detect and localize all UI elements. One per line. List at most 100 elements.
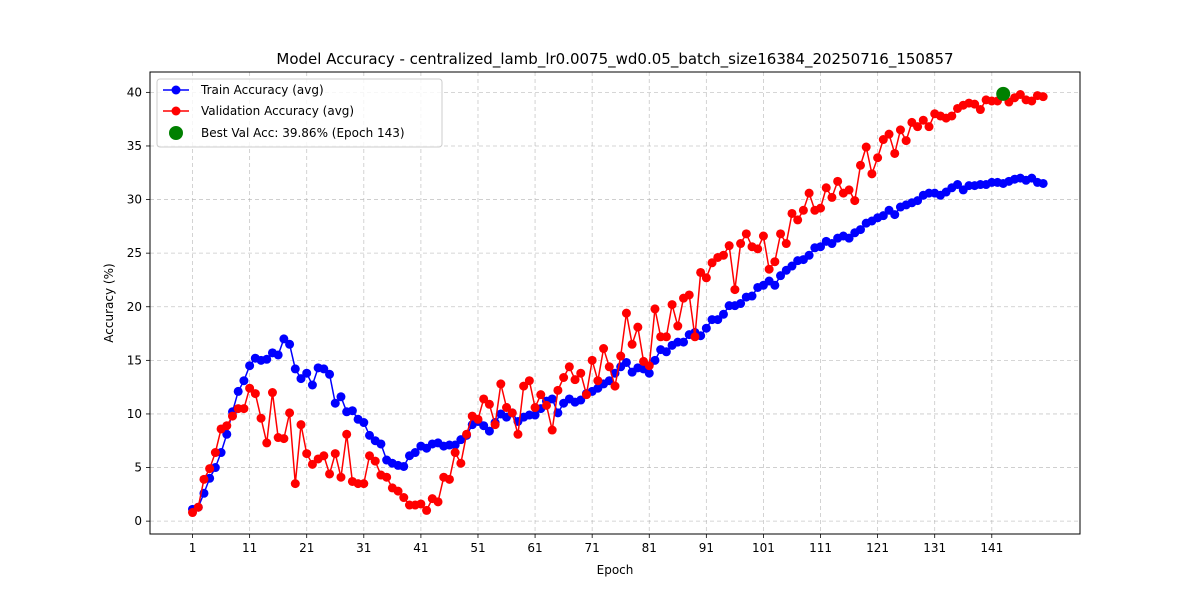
validation-point (850, 196, 860, 206)
validation-point (587, 355, 597, 365)
validation-point (553, 385, 563, 395)
validation-point (667, 300, 677, 310)
validation-point (319, 451, 329, 461)
validation-point (530, 403, 540, 413)
validation-point (330, 449, 340, 459)
x-tick-label: 81 (642, 541, 657, 555)
validation-point (524, 376, 534, 386)
train-point (399, 461, 409, 471)
validation-point (781, 239, 791, 249)
validation-point (599, 344, 609, 354)
validation-point (456, 458, 466, 468)
plot-frame (149, 71, 1081, 535)
validation-point (479, 394, 489, 404)
train-point (290, 364, 300, 374)
validation-point (581, 390, 591, 400)
train-point (747, 291, 757, 301)
validation-point (918, 115, 928, 125)
train-point (816, 242, 826, 252)
train-point (285, 339, 295, 349)
validation-point (564, 362, 574, 372)
train-point (718, 309, 728, 319)
train-point (222, 429, 232, 439)
train-point (844, 233, 854, 243)
validation-point (290, 479, 300, 489)
validation-point (970, 99, 980, 109)
validation-point (604, 362, 614, 372)
validation-point (730, 285, 740, 295)
validation-point (422, 505, 432, 515)
train-point (450, 440, 460, 450)
validation-point (701, 273, 711, 283)
train-point (701, 323, 711, 333)
legend-val-marker (171, 106, 181, 116)
legend-train-label: Train Accuracy (avg) (200, 83, 324, 97)
train-point (307, 380, 317, 390)
validation-point (758, 231, 768, 241)
validation-point (707, 258, 717, 268)
train-point (547, 394, 557, 404)
y-tick-label: 5 (134, 461, 142, 475)
train-point (621, 357, 631, 367)
x-tick-label: 21 (299, 541, 314, 555)
validation-point (433, 497, 443, 507)
validation-point (787, 208, 797, 218)
train-point (330, 398, 340, 408)
validation-point (450, 448, 460, 458)
validation-point (901, 136, 911, 146)
train-point (604, 376, 614, 386)
validation-point (593, 376, 603, 386)
y-axis-title: Accuracy (%) (102, 263, 116, 342)
validation-point (188, 508, 198, 518)
train-point (239, 376, 249, 386)
train-point (336, 392, 346, 402)
validation-point (1038, 92, 1048, 102)
train-point (233, 386, 243, 396)
validation-point (285, 408, 295, 418)
train-point (262, 354, 272, 364)
train-point (878, 211, 888, 221)
validation-point (570, 375, 580, 385)
x-tick-label: 121 (866, 541, 889, 555)
x-tick-label: 31 (356, 541, 371, 555)
validation-point (496, 379, 506, 389)
validation-point (753, 244, 763, 254)
validation-point (279, 434, 289, 444)
y-tick-label: 15 (127, 353, 142, 367)
validation-point (827, 192, 837, 202)
validation-point (661, 332, 671, 342)
validation-point (804, 188, 814, 198)
validation-point (816, 203, 826, 213)
train-point (245, 361, 255, 371)
train-point (484, 426, 494, 436)
train-point (787, 261, 797, 271)
legend-best-label: Best Val Acc: 39.86% (Epoch 143) (201, 126, 405, 140)
validation-point (633, 322, 643, 332)
x-tick-label: 51 (470, 541, 485, 555)
validation-point (821, 183, 831, 193)
series-layer (188, 89, 1048, 518)
train-point (376, 439, 386, 449)
y-tick-label: 35 (127, 139, 142, 153)
train-point (661, 347, 671, 357)
validation-point (867, 169, 877, 179)
validation-point (770, 257, 780, 267)
validation-point (462, 429, 472, 439)
train-point (319, 364, 329, 374)
validation-point (776, 229, 786, 239)
x-tick-label: 1 (189, 541, 197, 555)
train-point (479, 421, 489, 431)
validation-point (507, 408, 517, 418)
x-tick-label: 61 (527, 541, 542, 555)
validation-point (844, 185, 854, 195)
validation-point (302, 449, 312, 459)
train-point (530, 410, 540, 420)
legend-best-marker (169, 126, 183, 140)
x-tick-label: 111 (809, 541, 832, 555)
validation-point (245, 383, 255, 393)
validation-point (199, 474, 209, 484)
validation-point (444, 474, 454, 484)
train-point (644, 368, 654, 378)
chart-title: Model Accuracy - centralized_lamb_lr0.00… (276, 50, 953, 69)
